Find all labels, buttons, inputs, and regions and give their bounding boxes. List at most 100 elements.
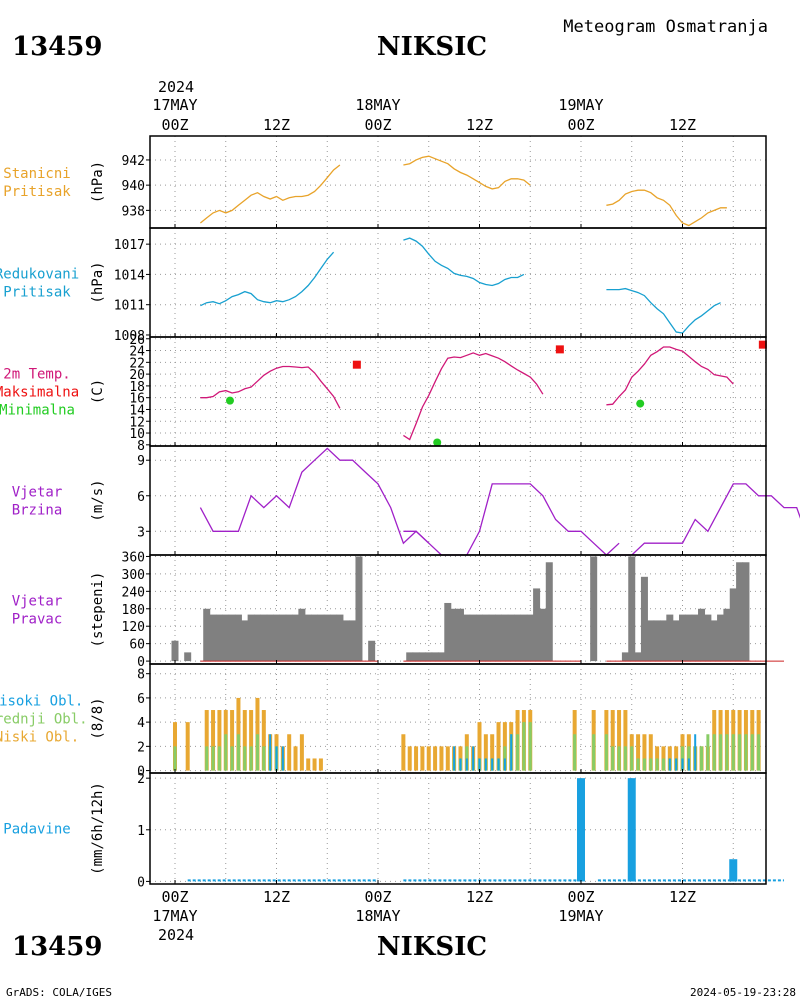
wind-direction-bar (298, 608, 306, 662)
y-tick-label: 1011 (114, 299, 145, 314)
mid-cloud-bar (217, 746, 221, 771)
wind-direction-bar (469, 614, 477, 662)
wind-speed-panel: 3 6 9 (m/s) Vjetar Brzina (12, 445, 800, 556)
panel-frame (149, 135, 767, 229)
bottom-year: 2024 (158, 926, 194, 944)
panel-frame (149, 336, 767, 447)
reduced-pressure-panel: 1008 1011 1014 1017 (hPa) Redukovani Pritisak (0, 227, 767, 344)
low-cloud-bar (242, 710, 247, 771)
wind-direction-bar (247, 614, 255, 662)
wind-direction-bar (450, 608, 458, 662)
y-tick-label: 10 (129, 427, 145, 442)
y-tick-label: 16 (129, 392, 145, 407)
panel-frame (149, 663, 767, 774)
top-year: 2024 (158, 78, 194, 96)
low-cloud-bar (318, 758, 323, 771)
mid-cloud-bar (738, 734, 742, 771)
mid-cloud-bar (205, 746, 209, 771)
wind-direction-bar (285, 614, 293, 662)
wind-direction-bar (273, 614, 280, 662)
high-cloud-bar (275, 746, 278, 771)
low-cloud-bar (420, 746, 425, 771)
bottom-tick-label: 12Z (263, 888, 290, 906)
panel-label: Pravac (12, 612, 63, 628)
wind-direction-bar (520, 614, 528, 662)
panel-label: Srednji Obl. (0, 712, 88, 728)
low-cloud-bar (217, 710, 222, 771)
wind-direction-panel: 0 60 120 180 240 300 360 (stepeni) Vjetar Pravac (12, 550, 784, 670)
wind-direction-bar (412, 652, 420, 662)
y-tick-label: 120 (122, 620, 145, 635)
low-cloud-bar (204, 710, 209, 771)
y-axis-label: (8/8) (90, 697, 106, 739)
high-cloud-bar (459, 758, 462, 771)
wind-direction-bar (647, 620, 655, 662)
series-line (403, 237, 525, 287)
wind-direction-bar (342, 620, 350, 662)
wind-direction-bar (698, 608, 706, 662)
panel-label: 2m Temp. (3, 367, 70, 383)
wind-direction-bar (431, 652, 439, 662)
wind-direction-bar (476, 614, 483, 662)
wind-direction-bar (621, 652, 629, 662)
panel-label: Pritisak (3, 285, 71, 301)
wind-direction-bar (501, 614, 509, 662)
y-tick-label: 24 (129, 345, 145, 360)
mid-cloud-bar (224, 734, 228, 771)
low-cloud-bar (426, 746, 431, 771)
y-tick-label: 12 (129, 415, 145, 430)
wind-direction-bar (241, 620, 249, 662)
wind-direction-bar (539, 608, 547, 662)
mid-cloud-bar (592, 734, 596, 771)
mid-cloud-bar (725, 734, 729, 771)
panel-label: Vjetar (12, 594, 63, 610)
wind-direction-bar (736, 562, 744, 662)
series-line (199, 164, 341, 224)
y-tick-label: 2 (137, 772, 145, 787)
series-line (606, 483, 800, 556)
top-tick-label: 12Z (263, 116, 290, 134)
low-cloud-bar (636, 734, 641, 771)
bottom-tick-label: 00Z (161, 888, 188, 906)
wind-direction-bar (672, 620, 680, 662)
wind-direction-bar (710, 620, 718, 662)
y-tick-label: 8 (137, 668, 145, 683)
wind-direction-bar (456, 608, 464, 662)
y-tick-label: 1 (137, 824, 145, 839)
wind-direction-bar (628, 556, 636, 662)
series-line (403, 483, 620, 556)
wind-direction-bar (215, 614, 223, 662)
wind-direction-bar (209, 614, 217, 662)
top-date-label: 19MAY (558, 96, 603, 114)
panel-label: Vjetar (12, 485, 63, 501)
wind-direction-bar (640, 576, 648, 662)
panel-frame (149, 772, 767, 885)
y-axis-label: (stepeni) (90, 572, 106, 648)
wind-direction-bar (444, 602, 452, 662)
high-cloud-bar (687, 758, 690, 771)
mid-cloud-bar (230, 746, 234, 771)
high-cloud-bar (269, 734, 272, 771)
wind-direction-bar (742, 562, 750, 662)
wind-direction-bar (317, 614, 325, 662)
wind-direction-bar (685, 614, 693, 662)
mid-cloud-bar (630, 746, 634, 771)
wind-direction-bar (253, 614, 261, 662)
low-cloud-bar (185, 722, 190, 771)
low-cloud-bar (490, 734, 495, 771)
wind-direction-bar (437, 652, 445, 662)
wind-direction-bar (507, 614, 515, 662)
precip-bar (627, 778, 636, 882)
top-tick-label: 00Z (161, 116, 188, 134)
wind-direction-bar (228, 614, 236, 662)
station-name-top: NIKSIC (377, 32, 487, 62)
top-tick-label: 00Z (567, 116, 594, 134)
y-tick-label: 6 (137, 692, 145, 707)
station-id-top: 13459 (12, 32, 102, 62)
station-name-bottom: NIKSIC (377, 932, 487, 962)
bottom-tick-label: 00Z (567, 888, 594, 906)
y-tick-label: 3 (137, 525, 145, 540)
series-line (199, 447, 430, 545)
y-tick-label: 9 (137, 454, 145, 469)
bottom-tick-label: 12Z (466, 888, 493, 906)
